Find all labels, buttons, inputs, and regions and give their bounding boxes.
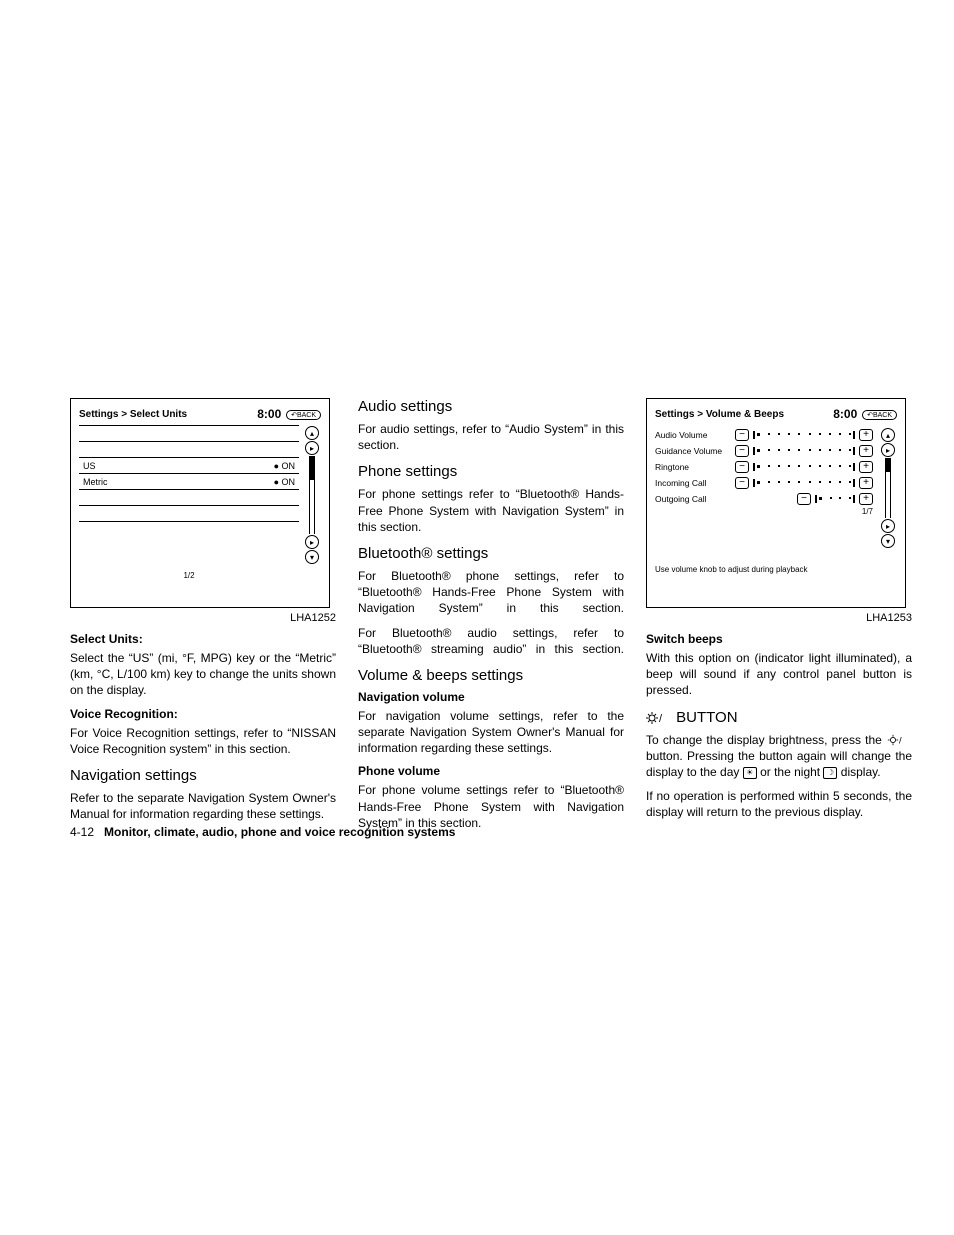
svg-text:/: / [899, 735, 902, 746]
page-indicator: 1/2 [79, 571, 299, 580]
list-row[interactable] [79, 490, 299, 506]
para: To change the display brightness, press … [646, 732, 912, 781]
scroll-down-icon[interactable]: ▾ [305, 550, 319, 564]
units-list: US ON Metric ON [79, 425, 299, 522]
subheading-nav-volume: Navigation volume [358, 690, 624, 704]
select-units-screenshot: Settings > Select Units 8:00 ↶BACK US ON [70, 398, 330, 608]
plus-button[interactable]: + [859, 429, 873, 441]
list-row[interactable] [79, 442, 299, 458]
breadcrumb-sep: > [697, 409, 703, 420]
list-row[interactable] [79, 506, 299, 522]
page-number: 4-12 [70, 825, 94, 839]
column-3: Settings > Volume & Beeps 8:00 ↶BACK Aud… [646, 398, 912, 839]
para: For Voice Recognition settings, refer to… [70, 725, 336, 757]
heading-brightness-button: / BUTTON [646, 709, 912, 726]
scroll-down-icon[interactable]: ▾ [881, 534, 895, 548]
breadcrumb-leaf: Volume & Beeps [706, 409, 784, 420]
sun-moon-icon: / [886, 734, 912, 746]
volume-row-ringtone[interactable]: Ringtone − + [655, 459, 873, 475]
column-1: Settings > Select Units 8:00 ↶BACK US ON [70, 398, 336, 839]
para: With this option on (indicator light ill… [646, 650, 912, 699]
heading-navigation-settings: Navigation settings [70, 767, 336, 784]
heading-voice-recognition: Voice Recognition: [70, 707, 336, 721]
breadcrumb-sep: > [121, 409, 127, 420]
night-icon: ☽ [823, 767, 837, 779]
plus-button[interactable]: + [859, 445, 873, 457]
heading-switch-beeps: Switch beeps [646, 632, 912, 646]
figure-id: LHA1253 [646, 612, 912, 624]
sun-moon-icon: / [646, 711, 672, 725]
volume-beeps-screenshot: Settings > Volume & Beeps 8:00 ↶BACK Aud… [646, 398, 906, 608]
minus-button[interactable]: − [735, 477, 749, 489]
scroll-down-alt-icon[interactable]: ▸ [881, 519, 895, 533]
heading-audio-settings: Audio settings [358, 398, 624, 415]
volume-row-guidance[interactable]: Guidance Volume − + [655, 443, 873, 459]
footer-title: Monitor, climate, audio, phone and voice… [104, 825, 455, 839]
list-row[interactable] [79, 426, 299, 442]
plus-button[interactable]: + [859, 477, 873, 489]
back-button[interactable]: ↶BACK [862, 410, 897, 420]
back-button[interactable]: ↶BACK [286, 410, 321, 420]
subheading-phone-volume: Phone volume [358, 764, 624, 778]
heading-bluetooth-settings: Bluetooth® settings [358, 545, 624, 562]
scroll-up-alt-icon[interactable]: ▸ [881, 443, 895, 457]
para: For phone settings refer to “Bluetooth® … [358, 486, 624, 535]
scrollbar[interactable] [309, 456, 315, 534]
volume-row-audio[interactable]: Audio Volume − + [655, 427, 873, 443]
heading-phone-settings: Phone settings [358, 463, 624, 480]
para: For Bluetooth® audio settings, refer to … [358, 625, 624, 657]
scroll-down-alt-icon[interactable]: ▸ [305, 535, 319, 549]
scroll-up-alt-icon[interactable]: ▸ [305, 441, 319, 455]
scroll-up-icon[interactable]: ▴ [305, 426, 319, 440]
list-row-us[interactable]: US ON [79, 458, 299, 474]
volume-row-outgoing[interactable]: Outgoing Call − + [655, 491, 873, 507]
svg-text:/: / [659, 713, 663, 725]
breadcrumb-root: Settings [655, 409, 694, 420]
figure-id: LHA1252 [70, 612, 336, 624]
page-footer: 4-12 Monitor, climate, audio, phone and … [70, 807, 914, 839]
plus-button[interactable]: + [859, 461, 873, 473]
day-icon: ☀ [743, 767, 757, 779]
page-indicator: 1/7 [655, 507, 873, 516]
breadcrumb-root: Settings [79, 409, 118, 420]
volume-row-incoming[interactable]: Incoming Call − + [655, 475, 873, 491]
on-indicator: ON [274, 477, 295, 487]
heading-volume-beeps: Volume & beeps settings [358, 667, 624, 684]
breadcrumb-leaf: Select Units [130, 409, 187, 420]
minus-button[interactable]: − [735, 445, 749, 457]
heading-select-units: Select Units: [70, 632, 336, 646]
scroll-up-icon[interactable]: ▴ [881, 428, 895, 442]
column-2: Audio settings For audio settings, refer… [358, 398, 624, 839]
para: Select the “US” (mi, °F, MPG) key or the… [70, 650, 336, 699]
list-row-metric[interactable]: Metric ON [79, 474, 299, 490]
minus-button[interactable]: − [797, 493, 811, 505]
para: For audio settings, refer to “Audio Syst… [358, 421, 624, 453]
plus-button[interactable]: + [859, 493, 873, 505]
para: For navigation volume settings, refer to… [358, 708, 624, 757]
clock-text: 8:00 [257, 407, 281, 421]
para: For Bluetooth® phone settings, refer to … [358, 568, 624, 617]
scrollbar[interactable] [885, 458, 891, 518]
volume-hint: Use volume knob to adjust during playbac… [655, 565, 808, 574]
minus-button[interactable]: − [735, 461, 749, 473]
clock-text: 8:00 [833, 407, 857, 421]
on-indicator: ON [274, 461, 295, 471]
minus-button[interactable]: − [735, 429, 749, 441]
